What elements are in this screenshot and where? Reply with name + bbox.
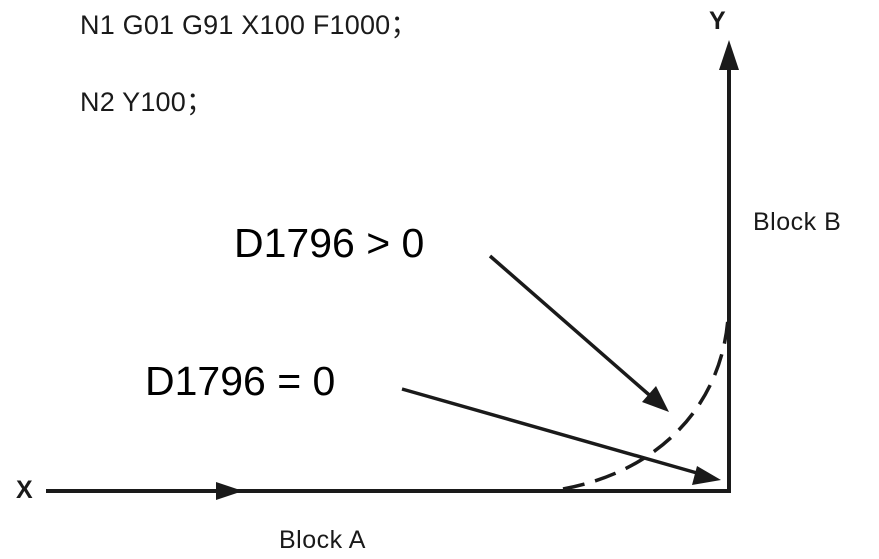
y-axis-arrowhead xyxy=(719,40,739,70)
pointer-arrowhead-gt xyxy=(642,386,669,412)
pointer-line-eq xyxy=(401,387,705,477)
block-b-label: Block B xyxy=(753,208,842,236)
pointer-line-gt xyxy=(488,254,657,402)
x-axis-label: X xyxy=(16,476,33,504)
corner-transition-dashed-curve xyxy=(562,317,730,491)
gcode-line-1: N1 G01 G91 X100 F1000； xyxy=(80,10,418,40)
condition-eq-zero-label: D1796 = 0 xyxy=(145,358,336,404)
pointer-arrowhead-eq xyxy=(692,466,721,485)
gcode-line-2: N2 Y100； xyxy=(80,87,214,117)
condition-gt-zero-label: D1796 > 0 xyxy=(234,220,425,266)
block-a-label: Block A xyxy=(279,526,366,554)
y-axis-label: Y xyxy=(709,7,726,35)
block-a-direction-arrow xyxy=(216,482,243,500)
